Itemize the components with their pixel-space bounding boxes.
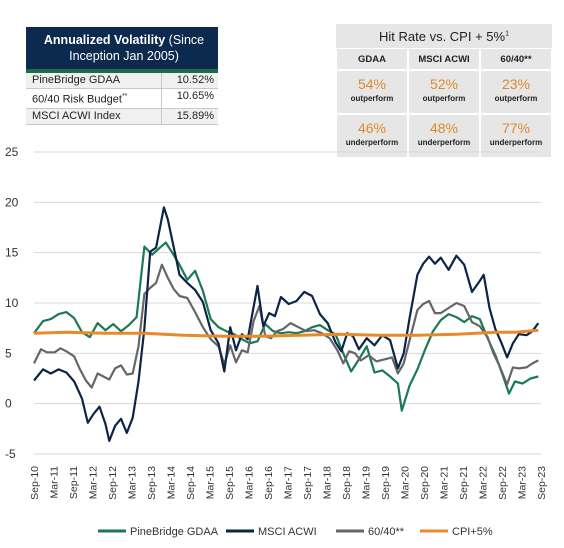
hit-rate-title-text: Hit Rate vs. CPI + 5% bbox=[379, 29, 506, 44]
series-line-acwi bbox=[33, 206, 540, 442]
x-tick-label: Sep-17 bbox=[302, 466, 314, 500]
x-tick-label: Sep-11 bbox=[68, 466, 80, 499]
y-tick-label: 15 bbox=[5, 246, 19, 260]
hit-rate-percent: 52% bbox=[429, 76, 459, 92]
volatility-rows: PineBridge GDAA 10.52% 60/40 Risk Budget**… bbox=[26, 73, 218, 125]
x-tick-label: Mar-16 bbox=[244, 466, 256, 499]
series-line-gdaa bbox=[33, 241, 539, 412]
x-tick-label: Sep-14 bbox=[185, 466, 197, 500]
hit-rate-percent: 77% bbox=[501, 120, 531, 136]
hit-rate-column-header: 60/40** bbox=[480, 48, 552, 70]
x-tick-label: Mar-23 bbox=[517, 466, 529, 499]
hit-rate-title-footnote: 1 bbox=[505, 30, 509, 38]
volatility-row-footnote: ** bbox=[121, 93, 128, 100]
volatility-header-rule bbox=[26, 69, 218, 73]
y-tick-label: 5 bbox=[5, 346, 12, 360]
x-tick-label: Mar-11 bbox=[49, 466, 61, 499]
y-tick-label: 10 bbox=[5, 296, 19, 310]
volatility-table: Annualized Volatility (Since Inception J… bbox=[26, 27, 218, 125]
volatility-title-rest: (Since Inception Jan 2005) bbox=[69, 33, 205, 63]
y-tick-label: 25 bbox=[5, 145, 19, 159]
y-tick-label: 0 bbox=[5, 397, 12, 411]
x-tick-label: Mar-15 bbox=[205, 466, 217, 499]
volatility-row: MSCI ACWI Index 15.89% bbox=[26, 108, 218, 125]
y-tick-label: 20 bbox=[5, 195, 19, 209]
legend-label: MSCI ACWI bbox=[258, 526, 317, 538]
x-tick-label: Mar-19 bbox=[361, 466, 373, 499]
x-tick-label: Mar-22 bbox=[478, 466, 490, 499]
hit-rate-grid: GDAA MSCI ACWI 60/40** 54% outperform 52% outp… bbox=[336, 48, 552, 158]
x-tick-label: Sep-16 bbox=[263, 466, 275, 500]
x-tick-label: Mar-18 bbox=[322, 466, 334, 499]
hit-rate-percent: 23% bbox=[501, 76, 531, 92]
hit-rate-column-header: MSCI ACWI bbox=[408, 48, 480, 70]
x-tick-label: Mar-13 bbox=[127, 466, 139, 499]
hit-rate-percent: 46% bbox=[357, 120, 387, 136]
series-line-cpi bbox=[33, 328, 539, 338]
x-tick-label: Sep-18 bbox=[341, 466, 353, 500]
x-tick-label: Sep-23 bbox=[536, 466, 548, 500]
volatility-table-header: Annualized Volatility (Since Inception J… bbox=[26, 27, 218, 69]
hit-rate-table: Hit Rate vs. CPI + 5%1 GDAA MSCI ACWI 60/4… bbox=[336, 24, 552, 158]
hit-rate-title: Hit Rate vs. CPI + 5%1 bbox=[336, 24, 552, 48]
x-tick-label: Sep-13 bbox=[146, 466, 158, 500]
volatility-row-name: PineBridge GDAA bbox=[32, 74, 121, 86]
x-tick-label: Sep-15 bbox=[224, 466, 236, 500]
hit-rate-label: underperform bbox=[345, 138, 399, 147]
hit-rate-cell-outperform: 54% outperform bbox=[336, 70, 408, 114]
hit-rate-percent: 54% bbox=[357, 76, 387, 92]
volatility-row-value: 10.65% bbox=[161, 89, 218, 108]
y-tick-label: -5 bbox=[5, 447, 16, 461]
legend-label: PineBridge GDAA bbox=[130, 526, 219, 538]
x-tick-label: Sep-20 bbox=[419, 466, 431, 500]
hit-rate-cell-underperform: 46% underperform bbox=[336, 114, 408, 158]
hit-rate-label: underperform bbox=[417, 138, 471, 147]
x-tick-label: Mar-14 bbox=[166, 466, 178, 499]
x-tick-label: Sep-22 bbox=[497, 466, 509, 500]
x-tick-label: Mar-20 bbox=[400, 466, 412, 499]
x-tick-label: Mar-17 bbox=[283, 466, 295, 499]
hit-rate-cell-underperform: 77% underperform bbox=[480, 114, 552, 158]
hit-rate-label: underperform bbox=[489, 138, 543, 147]
hit-rate-column-header: GDAA bbox=[336, 48, 408, 70]
hit-rate-label: outperform bbox=[350, 94, 394, 103]
volatility-title-bold: Annualized Volatility bbox=[43, 33, 166, 47]
volatility-row-name: 60/40 Risk Budget** bbox=[32, 93, 128, 106]
volatility-row-name: MSCI ACWI Index bbox=[32, 109, 121, 122]
legend-label: CPI+5% bbox=[452, 526, 493, 538]
hit-rate-label: outperform bbox=[422, 94, 466, 103]
volatility-row-value: 15.89% bbox=[161, 108, 218, 124]
x-tick-label: Mar-12 bbox=[88, 466, 100, 499]
hit-rate-percent: 48% bbox=[429, 120, 459, 136]
volatility-row-value: 10.52% bbox=[161, 73, 218, 88]
x-tick-label: Sep-10 bbox=[29, 466, 41, 500]
x-tick-label: Sep-12 bbox=[107, 466, 119, 500]
volatility-row: PineBridge GDAA 10.52% bbox=[26, 73, 218, 89]
x-tick-label: Mar-21 bbox=[439, 466, 451, 499]
volatility-row: 60/40 Risk Budget** 10.65% bbox=[26, 89, 218, 109]
hit-rate-cell-underperform: 48% underperform bbox=[408, 114, 480, 158]
legend-label: 60/40** bbox=[368, 526, 405, 538]
x-tick-label: Sep-19 bbox=[380, 466, 392, 500]
x-tick-label: Sep-21 bbox=[458, 466, 470, 500]
hit-rate-cell-outperform: 23% outperform bbox=[480, 70, 552, 114]
hit-rate-cell-outperform: 52% outperform bbox=[408, 70, 480, 114]
hit-rate-label: outperform bbox=[494, 94, 538, 103]
